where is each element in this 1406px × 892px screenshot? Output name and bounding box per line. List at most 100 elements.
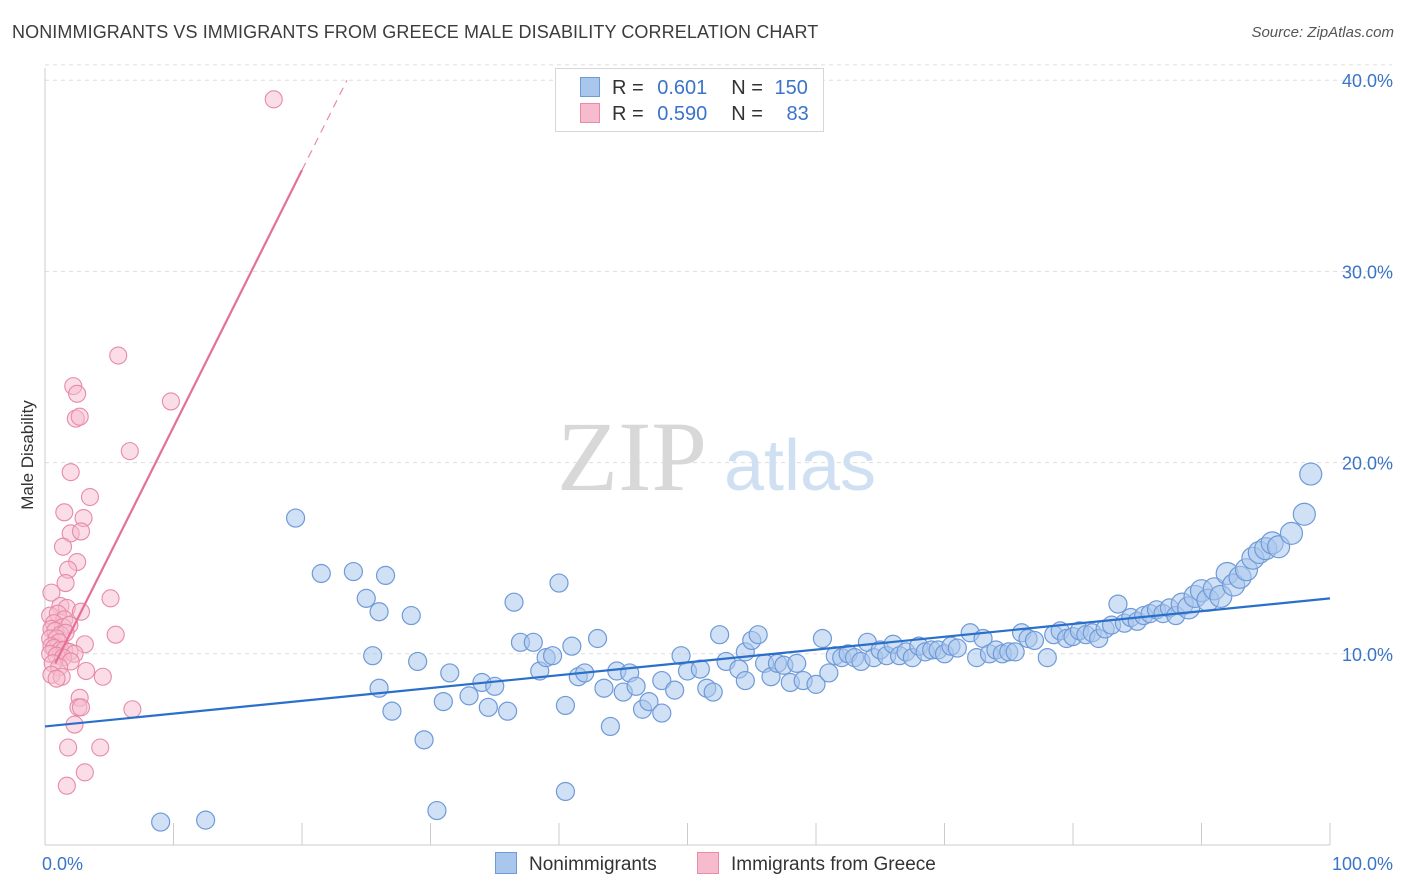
nonimmigrants-point (626, 676, 646, 696)
immigrants-greece-point (68, 384, 87, 403)
nonimmigrants-point (600, 716, 621, 737)
x-tick-label: 0.0% (42, 854, 83, 874)
watermark-zip: ZIP (557, 401, 707, 512)
y-tick-label: 30.0% (1342, 262, 1393, 282)
nonimmigrants-point (504, 592, 524, 612)
legend-r-value: 0.590 (657, 103, 708, 125)
legend-item-immigrants-greece: Immigrants from Greece (697, 852, 936, 876)
immigrants-greece-point (161, 392, 180, 411)
nonimmigrants-point (639, 691, 659, 712)
immigrants-greece-point (75, 763, 94, 782)
nonimmigrants-point (151, 812, 171, 832)
immigrants-greece-trendline-extension (301, 79, 348, 171)
nonimmigrants-point (1279, 521, 1304, 545)
immigrants-greece-point (120, 442, 139, 461)
nonimmigrants-point (555, 695, 576, 716)
legend-row-immigrants-greece: R = 0.590 N = 83 (580, 103, 809, 125)
nonimmigrants-point (812, 628, 833, 649)
nonimmigrants-point (363, 646, 383, 666)
nonimmigrants-point (652, 703, 672, 723)
nonimmigrants-point (555, 781, 576, 802)
nonimmigrants-point (382, 701, 402, 721)
nonimmigrants-point (1292, 502, 1316, 526)
immigrants-greece-point (71, 698, 91, 717)
nonimmigrants-point (703, 682, 723, 702)
immigrants-greece-point (80, 487, 100, 507)
immigrants-greece-trendline (54, 169, 303, 664)
trendlines (44, 79, 1331, 728)
nonimmigrants-point (1005, 642, 1025, 662)
immigrants-greece-point (109, 346, 128, 365)
nonimmigrants-point (427, 800, 447, 821)
immigrants-greece-point (56, 574, 75, 593)
y-tick-label: 10.0% (1342, 645, 1393, 665)
immigrants-greece-point (101, 589, 120, 608)
nonimmigrants-point (947, 638, 967, 658)
immigrants-greece-point (59, 738, 78, 757)
legend-r-label: R = (612, 77, 644, 99)
tick-labels: 10.0% 20.0% 30.0% 40.0% 0.0% 100.0% (42, 71, 1393, 874)
nonimmigrants-point (806, 674, 826, 694)
immigrants-greece-point (93, 667, 112, 686)
immigrants-greece-point (70, 407, 89, 426)
nonimmigrants-point (735, 670, 755, 691)
gridlines (45, 64, 1392, 655)
nonimmigrants-point (343, 561, 363, 582)
nonimmigrants-point (375, 565, 396, 586)
axes (44, 68, 1331, 846)
x-tick-label: 100.0% (1332, 854, 1393, 874)
source-label: Source: ZipAtlas.com (1251, 24, 1394, 41)
y-tick-label: 40.0% (1342, 71, 1393, 91)
nonimmigrants-point (1037, 648, 1057, 668)
legend-swatch-blue (580, 77, 600, 97)
nonimmigrants-point (710, 625, 730, 645)
nonimmigrants-point (542, 646, 563, 666)
nonimmigrants-point (1024, 630, 1045, 651)
nonimmigrants-point (594, 678, 614, 698)
immigrants-greece-point (123, 700, 142, 719)
immigrants-greece-point (53, 537, 73, 556)
nonimmigrants-point (587, 628, 608, 649)
watermark: ZIP atlas (557, 401, 876, 512)
legend-label: Immigrants from Greece (731, 854, 936, 875)
nonimmigrants-point (652, 670, 672, 691)
legend-swatch-pink (580, 103, 600, 123)
legend-n-label: N = (731, 103, 763, 125)
nonimmigrants-point (1299, 462, 1323, 486)
nonimmigrants-point (748, 625, 768, 645)
legend-label: Nonimmigrants (529, 854, 657, 875)
immigrants-greece-point (42, 583, 61, 602)
nonimmigrants-point (433, 691, 453, 712)
nonimmigrants-points (151, 462, 1323, 832)
nonimmigrants-point (285, 508, 306, 528)
legend-item-nonimmigrants: Nonimmigrants (495, 852, 657, 876)
legend-swatch-blue (495, 852, 517, 874)
immigrants-greece-point (57, 776, 76, 795)
nonimmigrants-point (459, 686, 479, 706)
stats-legend: R = 0.601 N = 150 R = 0.590 N = 83 (555, 68, 824, 132)
nonimmigrants-point (523, 632, 543, 652)
nonimmigrants-point (408, 651, 428, 672)
nonimmigrants-point (311, 563, 331, 584)
legend-row-nonimmigrants: R = 0.601 N = 150 (580, 77, 808, 99)
nonimmigrants-trendline (44, 597, 1331, 728)
legend-swatch-pink (697, 852, 719, 874)
legend-n-label: N = (731, 77, 763, 99)
nonimmigrants-point (549, 573, 569, 593)
chart-title: NONIMMIGRANTS VS IMMIGRANTS FROM GREECE … (12, 22, 819, 42)
nonimmigrants-point (819, 663, 839, 683)
nonimmigrants-point (1108, 594, 1128, 614)
immigrants-greece-point (55, 503, 74, 522)
immigrants-greece-point (106, 625, 125, 644)
immigrants-greece-point (77, 661, 96, 681)
immigrants-greece-points (41, 90, 283, 795)
nonimmigrants-point (440, 663, 460, 683)
legend-r-label: R = (612, 103, 644, 125)
nonimmigrants-point (356, 588, 376, 608)
nonimmigrants-point (369, 602, 389, 622)
immigrants-greece-point (71, 522, 91, 541)
immigrants-greece-point (264, 90, 283, 109)
immigrants-greece-point (47, 669, 66, 688)
nonimmigrants-point (498, 701, 518, 721)
nonimmigrants-point (665, 680, 685, 700)
